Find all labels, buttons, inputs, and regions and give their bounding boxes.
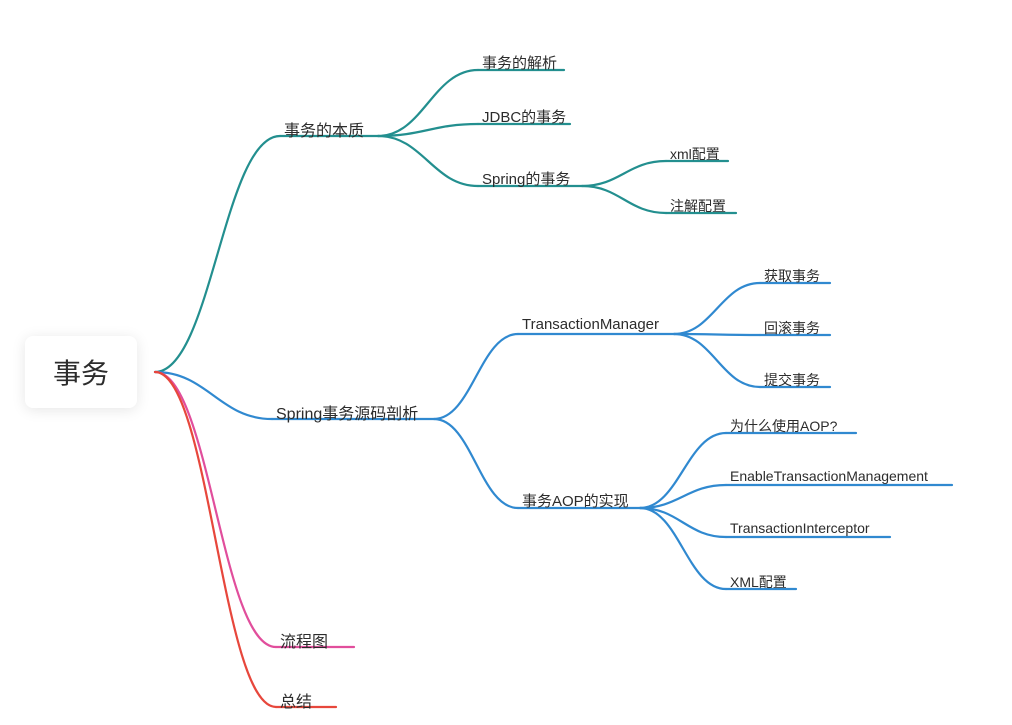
edge-n2a-n2a3 [674, 334, 760, 387]
node-n1[interactable]: 事务的本质 [284, 117, 364, 143]
node-n1b[interactable]: JDBC的事务 [482, 106, 566, 129]
node-label: EnableTransactionManagement [730, 468, 928, 484]
edge-root-n2 [155, 372, 272, 419]
edge-root-n4 [155, 372, 276, 707]
node-label: TransactionManager [522, 316, 659, 333]
node-label: 获取事务 [764, 268, 820, 284]
edge-n1-n1c [378, 136, 478, 186]
root-label: 事务 [53, 358, 109, 389]
node-n2b4[interactable]: XML配置 [730, 572, 787, 594]
node-label: XML配置 [730, 574, 787, 590]
node-label: 事务的本质 [284, 123, 364, 140]
node-n2a1[interactable]: 获取事务 [764, 266, 820, 288]
node-label: 为什么使用AOP? [730, 418, 837, 434]
node-n1a[interactable]: 事务的解析 [482, 52, 557, 75]
edge-n2-n2a [434, 334, 518, 419]
node-n2[interactable]: Spring事务源码剖析 [276, 400, 418, 426]
node-label: 流程图 [280, 634, 328, 651]
node-label: 提交事务 [764, 372, 820, 388]
node-label: 注解配置 [670, 198, 726, 214]
node-n2a2[interactable]: 回滚事务 [764, 318, 820, 340]
root-node[interactable]: 事务 [25, 336, 137, 408]
edge-n2-n2b [434, 419, 518, 508]
node-n1c[interactable]: Spring的事务 [482, 168, 570, 191]
node-n2b1[interactable]: 为什么使用AOP? [730, 416, 837, 438]
node-label: 事务的解析 [482, 55, 557, 72]
node-n3[interactable]: 流程图 [280, 628, 328, 654]
edge-n1-n1b [378, 124, 478, 136]
edge-root-n3 [155, 372, 276, 647]
node-label: Spring的事务 [482, 171, 570, 188]
edge-n2b-n2b4 [640, 508, 726, 589]
node-n2b[interactable]: 事务AOP的实现 [522, 490, 629, 513]
edge-n2b-n2b1 [640, 433, 726, 508]
edge-n2a-n2a2 [674, 334, 760, 335]
node-n1c1[interactable]: xml配置 [670, 144, 720, 166]
mindmap-canvas: 事务 事务的本质 事务的解析 JDBC的事务 Spring的事务 xml配置注解配置 Sp… [0, 0, 1012, 725]
node-label: 总结 [280, 694, 312, 711]
node-label: 事务AOP的实现 [522, 493, 629, 510]
edge-n2b-n2b2 [640, 485, 726, 508]
node-n2a[interactable]: TransactionManager [522, 316, 659, 335]
node-label: Spring事务源码剖析 [276, 406, 418, 423]
node-label: 回滚事务 [764, 320, 820, 336]
node-label: xml配置 [670, 146, 720, 162]
node-label: TransactionInterceptor [730, 520, 870, 536]
node-n2a3[interactable]: 提交事务 [764, 370, 820, 392]
edge-root-n1 [155, 136, 280, 372]
node-n2b3[interactable]: TransactionInterceptor [730, 520, 870, 538]
edge-n2a-n2a1 [674, 283, 760, 334]
edge-n1-n1a [378, 70, 478, 136]
node-n2b2[interactable]: EnableTransactionManagement [730, 468, 928, 486]
edge-n2b-n2b3 [640, 508, 726, 537]
edge-n1c-n1c1 [582, 161, 666, 186]
node-label: JDBC的事务 [482, 109, 566, 126]
edge-n1c-n1c2 [582, 186, 666, 213]
node-n1c2[interactable]: 注解配置 [670, 196, 726, 218]
node-n4[interactable]: 总结 [280, 688, 312, 714]
